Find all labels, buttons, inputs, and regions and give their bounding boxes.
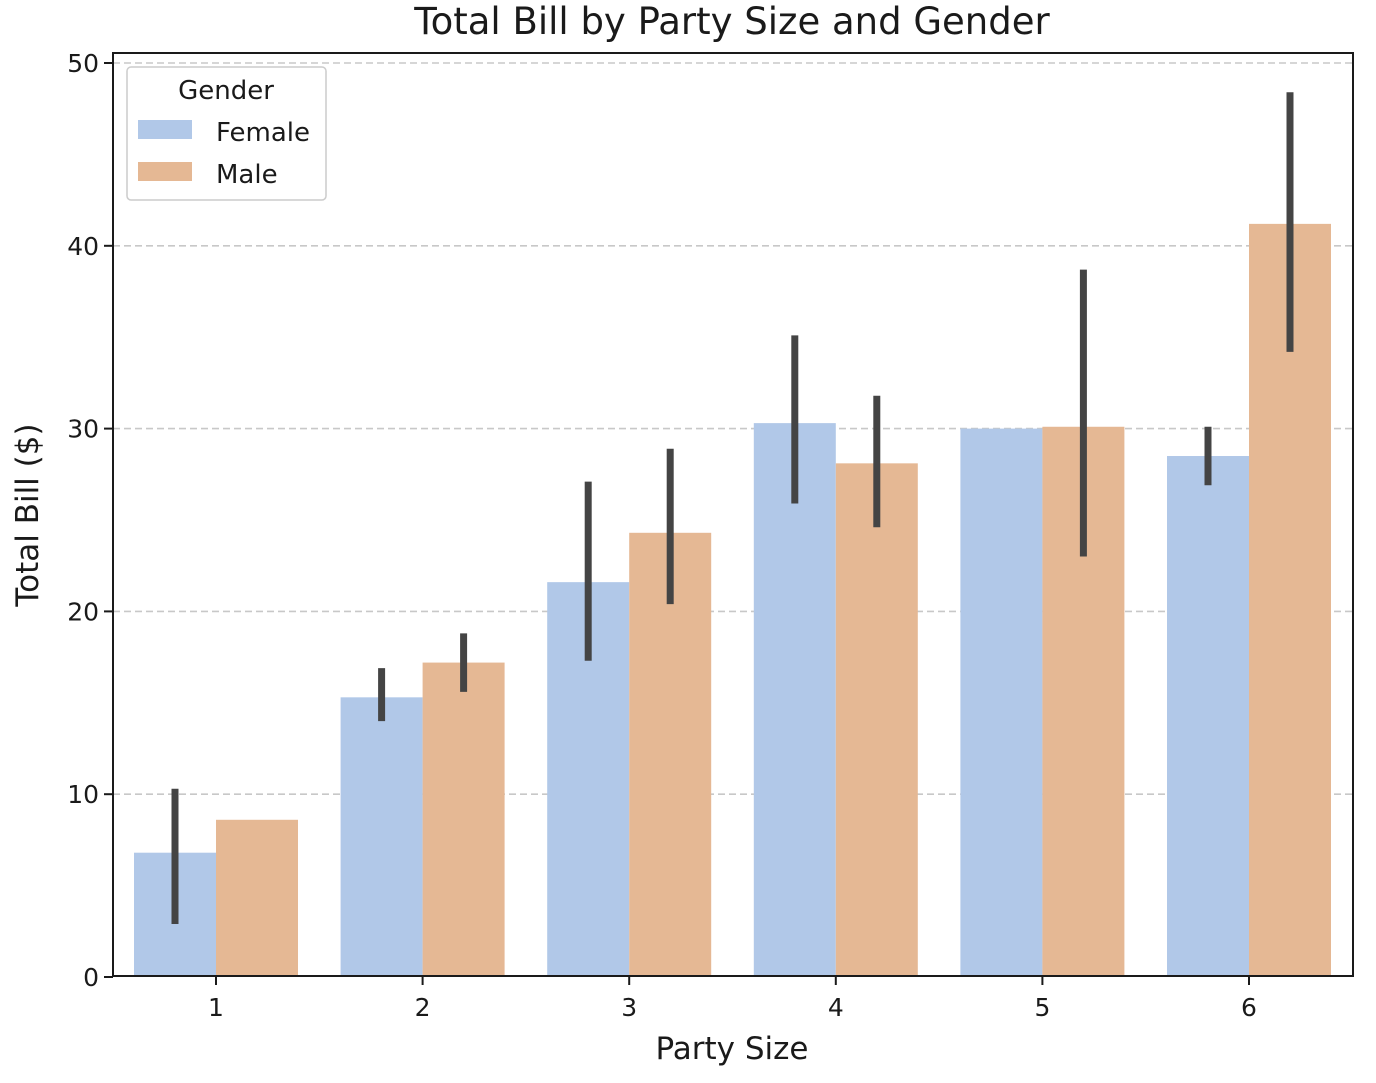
y-tick-label: 30 <box>67 415 99 444</box>
bar-male-4 <box>835 463 918 977</box>
y-tick-label: 0 <box>83 963 99 992</box>
x-tick-label: 3 <box>621 993 637 1022</box>
bar-female-2 <box>340 697 423 977</box>
bar-male-1 <box>216 819 298 977</box>
chart-title: Total Bill by Party Size and Gender <box>413 0 1050 43</box>
x-tick-label: 5 <box>1034 993 1050 1022</box>
bar-female-6 <box>1167 456 1249 977</box>
y-tick-label: 40 <box>67 232 99 261</box>
x-tick-label: 6 <box>1241 993 1257 1022</box>
plot-frame <box>112 52 1354 977</box>
x-tick-label: 1 <box>208 993 224 1022</box>
x-tick-label: 2 <box>415 993 431 1022</box>
legend-title: Gender <box>178 76 274 106</box>
bar-female-4 <box>753 423 836 978</box>
x-axis-ticks: 1 2 3 4 5 6 <box>208 976 1257 1022</box>
y-axis-ticks: 0 10 20 30 40 50 <box>67 49 113 992</box>
error-bars <box>171 92 1294 924</box>
bar-female-5 <box>960 428 1043 978</box>
bar-male-3 <box>629 532 712 977</box>
y-tick-label: 20 <box>67 597 99 626</box>
bars <box>134 223 1331 978</box>
legend-label-male: Male <box>216 160 278 190</box>
y-tick-label: 10 <box>67 780 99 809</box>
legend-swatch-male <box>138 162 192 181</box>
y-tick-label: 50 <box>67 49 99 78</box>
legend-swatch-female <box>138 120 192 139</box>
x-tick-label: 4 <box>828 993 844 1022</box>
x-axis-label: Party Size <box>655 1031 808 1067</box>
grid-lines <box>113 62 1353 796</box>
legend: Gender Female Male <box>126 66 327 201</box>
legend-label-female: Female <box>216 118 310 148</box>
y-axis-label: Total Bill ($) <box>10 423 46 607</box>
bar-male-2 <box>422 662 505 977</box>
